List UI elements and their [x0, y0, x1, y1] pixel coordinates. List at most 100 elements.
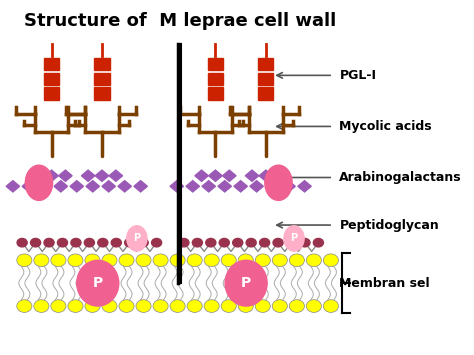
Circle shape [68, 300, 83, 312]
Circle shape [206, 239, 216, 247]
Text: PGL-I: PGL-I [339, 69, 376, 82]
Circle shape [289, 254, 304, 267]
Polygon shape [54, 181, 67, 192]
Circle shape [44, 239, 54, 247]
Circle shape [238, 254, 253, 267]
Circle shape [30, 239, 41, 247]
Circle shape [187, 300, 202, 312]
Polygon shape [259, 170, 273, 181]
Circle shape [17, 300, 32, 312]
Text: P: P [92, 276, 103, 290]
Circle shape [204, 300, 219, 312]
Circle shape [300, 239, 310, 247]
Text: Structure of  M leprae cell wall: Structure of M leprae cell wall [24, 12, 336, 30]
Bar [94, 58, 109, 70]
Circle shape [17, 239, 27, 247]
Text: Mycolic acids: Mycolic acids [339, 120, 432, 133]
Polygon shape [223, 170, 236, 181]
Circle shape [289, 300, 304, 312]
Circle shape [272, 254, 287, 267]
Circle shape [51, 254, 66, 267]
Bar [44, 87, 59, 100]
Circle shape [255, 300, 270, 312]
Polygon shape [218, 181, 231, 192]
Circle shape [138, 239, 148, 247]
Circle shape [57, 239, 67, 247]
Polygon shape [134, 181, 147, 192]
Circle shape [34, 254, 49, 267]
Polygon shape [102, 181, 116, 192]
Text: P: P [133, 234, 140, 244]
Polygon shape [282, 181, 295, 192]
Text: P: P [291, 234, 298, 244]
Bar [44, 58, 59, 70]
Polygon shape [45, 170, 58, 181]
Polygon shape [31, 170, 45, 181]
Bar [44, 72, 59, 85]
Polygon shape [22, 181, 36, 192]
Bar [208, 72, 223, 85]
Ellipse shape [284, 226, 304, 251]
Circle shape [238, 300, 253, 312]
Circle shape [246, 239, 256, 247]
Bar [94, 72, 109, 85]
Circle shape [260, 239, 270, 247]
Circle shape [152, 239, 162, 247]
Bar [258, 87, 273, 100]
Circle shape [233, 239, 243, 247]
Circle shape [306, 300, 321, 312]
Circle shape [136, 254, 151, 267]
Polygon shape [245, 170, 259, 181]
Text: Membran sel: Membran sel [339, 277, 430, 290]
Polygon shape [95, 170, 109, 181]
Circle shape [85, 300, 100, 312]
Circle shape [34, 300, 49, 312]
Polygon shape [202, 181, 216, 192]
Circle shape [192, 239, 202, 247]
Circle shape [84, 239, 94, 247]
Polygon shape [273, 170, 286, 181]
Circle shape [286, 239, 297, 247]
Bar [208, 58, 223, 70]
Circle shape [17, 254, 32, 267]
Polygon shape [250, 181, 264, 192]
Text: P: P [241, 276, 251, 290]
Circle shape [170, 300, 185, 312]
Circle shape [219, 239, 229, 247]
Circle shape [204, 254, 219, 267]
Polygon shape [266, 181, 279, 192]
Ellipse shape [127, 226, 147, 251]
Ellipse shape [77, 260, 119, 306]
Circle shape [272, 300, 287, 312]
Polygon shape [109, 170, 123, 181]
Polygon shape [70, 181, 83, 192]
Circle shape [323, 300, 338, 312]
Circle shape [255, 254, 270, 267]
Bar [258, 72, 273, 85]
Polygon shape [186, 181, 200, 192]
Circle shape [102, 300, 117, 312]
Circle shape [221, 300, 236, 312]
Ellipse shape [265, 165, 292, 200]
Polygon shape [234, 181, 247, 192]
Circle shape [153, 254, 168, 267]
Polygon shape [59, 170, 72, 181]
Circle shape [98, 239, 108, 247]
Circle shape [273, 239, 283, 247]
Text: Peptidoglycan: Peptidoglycan [339, 219, 439, 231]
Polygon shape [6, 181, 19, 192]
Circle shape [179, 239, 189, 247]
Circle shape [119, 254, 134, 267]
Polygon shape [82, 170, 95, 181]
Bar [94, 87, 109, 100]
Bar [258, 58, 273, 70]
Circle shape [313, 239, 323, 247]
Circle shape [153, 300, 168, 312]
Circle shape [119, 300, 134, 312]
Polygon shape [195, 170, 208, 181]
Circle shape [323, 254, 338, 267]
Circle shape [221, 254, 236, 267]
Polygon shape [118, 181, 131, 192]
Circle shape [187, 254, 202, 267]
Circle shape [306, 254, 321, 267]
